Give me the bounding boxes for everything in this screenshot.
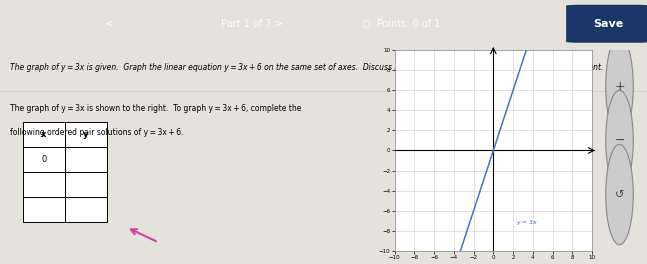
FancyBboxPatch shape <box>566 5 647 43</box>
Text: y = 3x: y = 3x <box>516 220 537 225</box>
Bar <box>23 147 65 172</box>
Circle shape <box>606 36 633 136</box>
Text: Save: Save <box>593 19 623 29</box>
Bar <box>65 147 107 172</box>
Circle shape <box>606 90 633 191</box>
Circle shape <box>606 144 633 245</box>
Text: The graph of y = 3x is given.  Graph the linear equation y = 3x + 6 on the same : The graph of y = 3x is given. Graph the … <box>10 63 603 72</box>
Text: >: > <box>274 19 283 29</box>
Text: ○  Points: 0 of 1: ○ Points: 0 of 1 <box>362 19 441 29</box>
Bar <box>65 172 107 197</box>
Bar <box>23 197 65 222</box>
Text: <: < <box>105 19 115 29</box>
Text: −: − <box>614 134 625 147</box>
Bar <box>65 122 107 147</box>
Text: +: + <box>614 80 625 93</box>
Bar <box>23 122 65 147</box>
Text: The graph of y = 3x is shown to the right.  To graph y = 3x + 6, complete the: The graph of y = 3x is shown to the righ… <box>10 104 301 113</box>
Text: y: y <box>83 130 89 139</box>
Text: x: x <box>41 130 47 139</box>
Text: Part 1 of 7: Part 1 of 7 <box>221 19 271 29</box>
Text: 0: 0 <box>41 155 47 164</box>
Text: following ordered pair solutions of y = 3x + 6.: following ordered pair solutions of y = … <box>10 128 183 136</box>
Bar <box>23 172 65 197</box>
Bar <box>65 197 107 222</box>
Text: ↺: ↺ <box>615 190 624 200</box>
